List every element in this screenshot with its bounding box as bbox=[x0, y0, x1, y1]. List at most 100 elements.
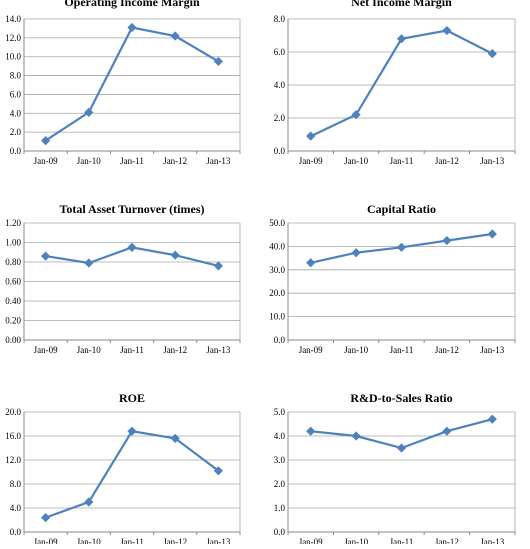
y-tick-label: 2.0 bbox=[274, 479, 286, 489]
x-tick-label: Jan-13 bbox=[206, 156, 230, 166]
y-tick-label: 50.0 bbox=[269, 218, 285, 228]
data-point bbox=[351, 431, 361, 441]
chart-panel-2: Net Income Margin 0.0 2.0 4.0 6.0 8.0 Jan-09 Ja… bbox=[274, 0, 516, 166]
x-tick-label: Jan-13 bbox=[206, 537, 230, 544]
y-tick-label: 0.0 bbox=[274, 335, 286, 345]
y-tick-label: 8.0 bbox=[274, 14, 286, 24]
data-point bbox=[213, 261, 223, 271]
y-tick-label: 0.0 bbox=[10, 527, 22, 537]
data-point bbox=[84, 497, 94, 507]
x-tick-label: Jan-12 bbox=[163, 156, 187, 166]
y-tick-label: 6.0 bbox=[10, 89, 22, 99]
x-tick-label: Jan-09 bbox=[299, 345, 323, 355]
data-point bbox=[487, 414, 497, 424]
data-point bbox=[41, 136, 51, 146]
data-point bbox=[127, 242, 137, 252]
data-point bbox=[170, 31, 180, 41]
x-tick-label: Jan-09 bbox=[34, 537, 58, 544]
y-tick-label: 1.0 bbox=[274, 503, 286, 513]
data-point bbox=[41, 251, 51, 261]
data-point bbox=[213, 466, 223, 476]
x-tick-label: Jan-11 bbox=[120, 156, 144, 166]
data-point bbox=[351, 110, 361, 120]
x-tick-label: Jan-10 bbox=[77, 537, 101, 544]
x-tick-label: Jan-10 bbox=[77, 156, 101, 166]
y-tick-label: 20.0 bbox=[5, 407, 21, 417]
data-point bbox=[306, 426, 316, 436]
x-tick-label: Jan-09 bbox=[299, 537, 323, 544]
x-tick-label: Jan-12 bbox=[163, 537, 187, 544]
data-point bbox=[41, 513, 51, 523]
data-point bbox=[127, 426, 137, 436]
y-tick-label: 4.0 bbox=[274, 431, 286, 441]
data-point bbox=[127, 22, 137, 33]
y-tick-label: 40.0 bbox=[269, 241, 285, 251]
series-line bbox=[44, 26, 219, 142]
chart-title: Net Income Margin bbox=[351, 0, 452, 9]
y-tick-label: 30.0 bbox=[269, 265, 285, 275]
chart-panel-6: R&D-to-Sales Ratio 0.0 1.0 2.0 3.0 4.0 5.0 Jan-… bbox=[274, 391, 516, 547]
y-tick-label: 1.20 bbox=[5, 218, 21, 228]
data-point bbox=[170, 433, 180, 443]
y-tick-label: 5.0 bbox=[274, 407, 286, 417]
y-tick-label: 0.40 bbox=[5, 296, 21, 306]
data-point bbox=[213, 56, 223, 67]
data-point bbox=[306, 258, 316, 268]
y-tick-label: 2.0 bbox=[10, 127, 22, 137]
x-tick-label: Jan-13 bbox=[480, 345, 504, 355]
y-tick-label: 0.80 bbox=[5, 257, 21, 267]
y-tick-label: 4.0 bbox=[274, 80, 286, 90]
chart-title: R&D-to-Sales Ratio bbox=[350, 391, 452, 405]
y-tick-label: 20.0 bbox=[269, 288, 285, 298]
x-tick-label: Jan-13 bbox=[206, 345, 230, 355]
y-tick-label: 3.0 bbox=[274, 455, 286, 465]
x-tick-label: Jan-09 bbox=[34, 345, 58, 355]
x-tick-label: Jan-10 bbox=[344, 156, 368, 166]
y-tick-label: 8.0 bbox=[10, 71, 22, 81]
series-line bbox=[45, 429, 220, 519]
y-tick-label: 2.0 bbox=[274, 113, 286, 123]
x-tick-label: Jan-09 bbox=[299, 156, 323, 166]
y-tick-label: 0.0 bbox=[274, 527, 286, 537]
x-tick-label: Jan-10 bbox=[344, 537, 368, 544]
x-tick-label: Jan-12 bbox=[435, 345, 459, 355]
data-point bbox=[306, 131, 316, 141]
series-line bbox=[310, 29, 493, 138]
x-tick-label: Jan-13 bbox=[480, 156, 504, 166]
y-tick-label: 0.0 bbox=[10, 146, 22, 156]
y-tick-label: 1.00 bbox=[5, 238, 21, 248]
x-tick-label: Jan-11 bbox=[120, 537, 144, 544]
y-tick-label: 10.0 bbox=[5, 52, 21, 62]
chart-title: Operating Income Margin bbox=[64, 0, 200, 9]
chart-panel-4: Capital Ratio 0.0 10.0 20.0 30.0 40.0 50.0 Jan-… bbox=[269, 202, 516, 355]
chart-title: Capital Ratio bbox=[367, 202, 436, 216]
y-tick-label: 0.20 bbox=[5, 316, 21, 326]
data-point bbox=[442, 426, 452, 436]
x-tick-label: Jan-10 bbox=[344, 345, 368, 355]
x-tick-label: Jan-11 bbox=[120, 345, 144, 355]
data-point bbox=[84, 258, 94, 268]
x-tick-label: Jan-12 bbox=[163, 345, 187, 355]
y-tick-label: 10.0 bbox=[269, 312, 285, 322]
data-point bbox=[396, 34, 407, 44]
chart-panel-1: Operating Income Margin 0.0 2.0 4.0 6.0 8.0 10… bbox=[5, 0, 241, 166]
y-tick-label: 14.0 bbox=[5, 14, 21, 24]
x-tick-label: Jan-11 bbox=[390, 156, 414, 166]
y-tick-label: 12.0 bbox=[5, 455, 21, 465]
y-tick-label: 0.00 bbox=[5, 335, 21, 345]
chart-panel-5: ROE 0.0 4.0 8.0 12.0 16.0 20.0 Jan-09 Jan-10 Jan-… bbox=[5, 391, 241, 547]
y-tick-label: 0.0 bbox=[274, 146, 286, 156]
y-tick-label: 4.0 bbox=[10, 503, 22, 513]
data-point bbox=[84, 107, 94, 117]
x-tick-label: Jan-12 bbox=[435, 156, 459, 166]
x-tick-label: Jan-13 bbox=[480, 537, 504, 544]
chart-panel-3: Total Asset Turnover (times) 0.00 0.20 0.40… bbox=[5, 202, 241, 355]
y-tick-label: 8.0 bbox=[10, 479, 22, 489]
y-tick-label: 6.0 bbox=[274, 47, 286, 57]
data-point bbox=[170, 250, 180, 260]
x-tick-label: Jan-09 bbox=[34, 156, 58, 166]
data-point bbox=[351, 248, 361, 258]
data-point bbox=[396, 443, 407, 453]
data-point bbox=[442, 25, 452, 36]
